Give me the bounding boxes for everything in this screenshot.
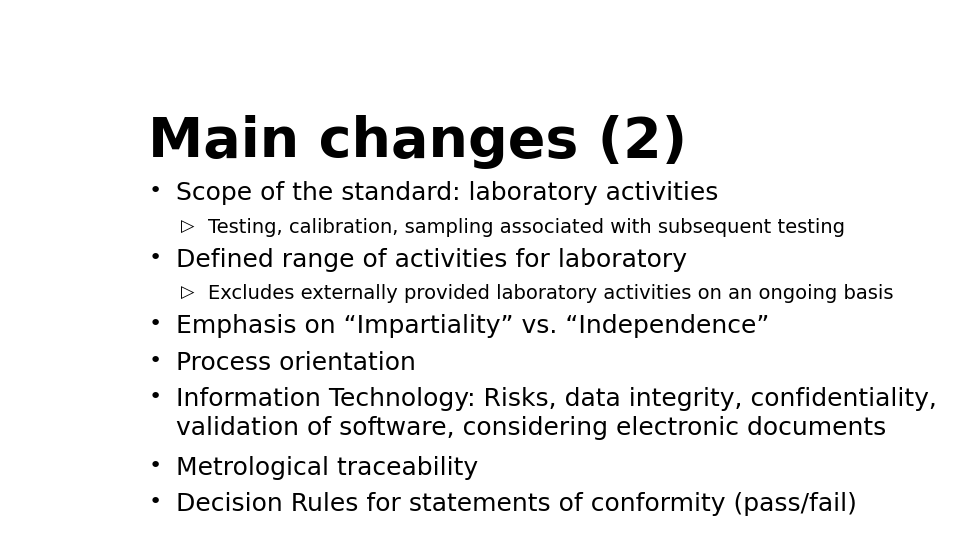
Text: •: •	[148, 351, 161, 371]
Text: Decision Rules for statements of conformity (pass/fail): Decision Rules for statements of conform…	[176, 492, 856, 516]
Text: Testing, calibration, sampling associated with subsequent testing: Testing, calibration, sampling associate…	[207, 218, 845, 237]
Text: •: •	[148, 492, 161, 512]
Text: Scope of the standard: laboratory activities: Scope of the standard: laboratory activi…	[176, 181, 718, 205]
Text: •: •	[148, 248, 161, 268]
Text: •: •	[148, 314, 161, 334]
Text: •: •	[148, 456, 161, 476]
Text: Metrological traceability: Metrological traceability	[176, 456, 478, 480]
Text: •: •	[148, 388, 161, 408]
Text: Main changes (2): Main changes (2)	[148, 114, 687, 168]
Text: •: •	[148, 181, 161, 201]
Text: Excludes externally provided laboratory activities on an ongoing basis: Excludes externally provided laboratory …	[207, 285, 894, 303]
Text: Emphasis on “Impartiality” vs. “Independence”: Emphasis on “Impartiality” vs. “Independ…	[176, 314, 769, 338]
Text: Process orientation: Process orientation	[176, 351, 416, 375]
Text: Information Technology: Risks, data integrity, confidentiality,
validation of so: Information Technology: Risks, data inte…	[176, 388, 937, 440]
Text: ▷: ▷	[181, 285, 195, 302]
Text: ISO: ISO	[911, 523, 937, 536]
Text: Defined range of activities for laboratory: Defined range of activities for laborato…	[176, 248, 686, 272]
Text: ▷: ▷	[181, 218, 195, 236]
